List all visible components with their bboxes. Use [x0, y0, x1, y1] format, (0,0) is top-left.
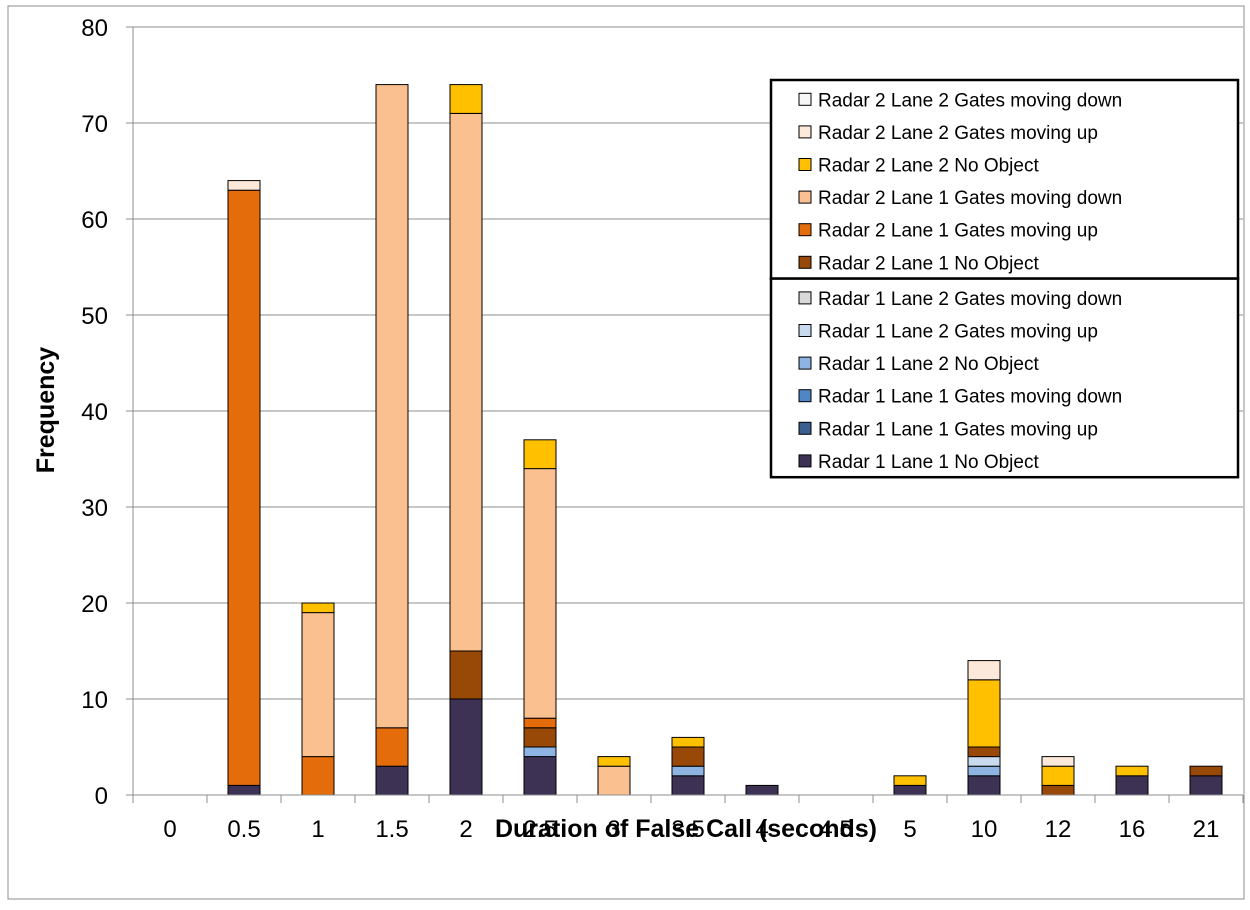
legend-label: Radar 2 Lane 2 No Object: [818, 156, 1039, 177]
x-tick-label: 1.5: [375, 816, 408, 843]
x-tick-label: 21: [1193, 816, 1220, 843]
legend-swatch: [798, 255, 812, 269]
bar-segment: [523, 439, 557, 470]
legend-label: Radar 2 Lane 2 Gates moving down: [818, 90, 1122, 111]
legend-swatch: [798, 125, 812, 139]
bar-segment: [523, 727, 557, 748]
bars: [227, 84, 1223, 796]
legend-label: Radar 1 Lane 2 No Object: [818, 354, 1039, 375]
legend-swatch: [798, 158, 812, 171]
y-tick-label: 60: [81, 207, 108, 234]
bar-segment: [893, 784, 927, 796]
y-tick-label: 40: [81, 399, 108, 426]
x-axis-title: Duration of False Call (seconds): [495, 815, 877, 843]
legend-swatch: [798, 454, 812, 468]
legend-box-radar-2: [769, 78, 1240, 280]
bar-segment: [967, 775, 1001, 796]
bar-segment: [1041, 756, 1075, 767]
bar-segment: [745, 784, 779, 796]
x-tick-label: 12: [1045, 816, 1072, 843]
legend-swatch: [798, 389, 812, 403]
y-axis-title: Frequency: [32, 347, 60, 474]
bar-segment: [375, 84, 409, 729]
legend-swatch: [798, 421, 812, 435]
bar-segment: [449, 112, 483, 652]
legend-label: Radar 1 Lane 1 Gates moving down: [818, 387, 1122, 408]
bar-segment: [449, 650, 483, 700]
y-tick-label: 80: [81, 15, 108, 42]
legend-label: Radar 1 Lane 2 Gates moving up: [818, 322, 1098, 343]
x-tick-label: 2.5: [523, 816, 556, 843]
y-tick-label: 30: [81, 495, 108, 522]
bar-segment: [893, 775, 927, 786]
bar-segment: [967, 756, 1001, 767]
bar-segment: [301, 756, 335, 796]
bar-segment: [523, 468, 557, 719]
bar-segment: [375, 765, 409, 796]
bar-segment: [967, 746, 1001, 758]
bar-segment: [227, 189, 261, 786]
tick-labels: 0 10 20 30 40 50 60 70 80 0 0.5 1 1.5 2 2.5 3 3.5 4 4.5 5 10…: [81, 15, 1219, 843]
bar-segment: [1189, 765, 1223, 777]
legend-label: Radar 1 Lane 1 Gates moving up: [818, 419, 1098, 440]
bar-segment: [1115, 765, 1149, 777]
bar-segment: [671, 765, 705, 777]
x-tick-label: 4.5: [819, 816, 852, 843]
bar-segment: [967, 660, 1001, 681]
bar-segment: [301, 612, 335, 758]
legend-label: Radar 2 Lane 1 Gates moving down: [818, 188, 1122, 209]
y-tick-label: 10: [81, 687, 108, 714]
bar-segment: [523, 717, 557, 729]
x-tick-label: 3.5: [671, 816, 704, 843]
bar-segment: [449, 84, 483, 114]
bar-segment: [671, 775, 705, 796]
legend-swatch: [798, 223, 812, 237]
y-tick-label: 70: [81, 111, 108, 138]
x-tick-label: 0: [163, 816, 176, 843]
x-tick-label: 3: [607, 816, 620, 843]
bar-segment: [227, 180, 261, 191]
bar-segment: [1041, 784, 1075, 796]
bar-segment: [375, 727, 409, 767]
bar-segment: [301, 602, 335, 614]
bar-segment: [227, 784, 261, 796]
bar-segment: [1115, 775, 1149, 796]
bar-segment: [1041, 765, 1075, 786]
x-tick-label: 2: [459, 816, 472, 843]
x-tick-label: 4: [755, 816, 768, 843]
legend-swatch: [798, 324, 812, 337]
legend-label: Radar 1 Lane 2 Gates moving down: [818, 289, 1122, 310]
bar-segment: [671, 746, 705, 767]
legend-box-radar-1: [769, 277, 1240, 479]
x-tick-label: 5: [903, 816, 916, 843]
y-tick-label: 0: [95, 783, 108, 810]
bar-segment: [967, 765, 1001, 777]
x-tick-label: 0.5: [227, 816, 260, 843]
legend: Radar 2 Lane 2 Gates moving down Radar 2 …: [769, 78, 1240, 479]
legend-label: Radar 1 Lane 1 No Object: [818, 452, 1039, 473]
bar-segment: [523, 746, 557, 758]
axes: [132, 27, 1244, 803]
bar-segment: [1189, 775, 1223, 796]
bar-segment: [671, 736, 705, 748]
legend-label: Radar 2 Lane 2 Gates moving up: [818, 123, 1098, 144]
legend-swatch: [798, 92, 812, 106]
legend-swatch: [798, 356, 812, 370]
x-tick-label: 10: [971, 816, 998, 843]
x-tick-label: 1: [311, 816, 324, 843]
legend-swatch: [798, 291, 812, 305]
y-tick-label: 20: [81, 591, 108, 618]
bar-segment: [597, 765, 631, 796]
bar-segment: [967, 679, 1001, 748]
legend-label: Radar 2 Lane 1 Gates moving up: [818, 221, 1098, 242]
legend-label: Radar 2 Lane 1 No Object: [818, 253, 1039, 274]
bar-segment: [523, 756, 557, 796]
x-tick-label: 16: [1119, 816, 1146, 843]
legend-swatch: [798, 190, 812, 204]
bar-segment: [449, 698, 483, 796]
bar-segment: [597, 756, 631, 767]
y-tick-label: 50: [81, 303, 108, 330]
